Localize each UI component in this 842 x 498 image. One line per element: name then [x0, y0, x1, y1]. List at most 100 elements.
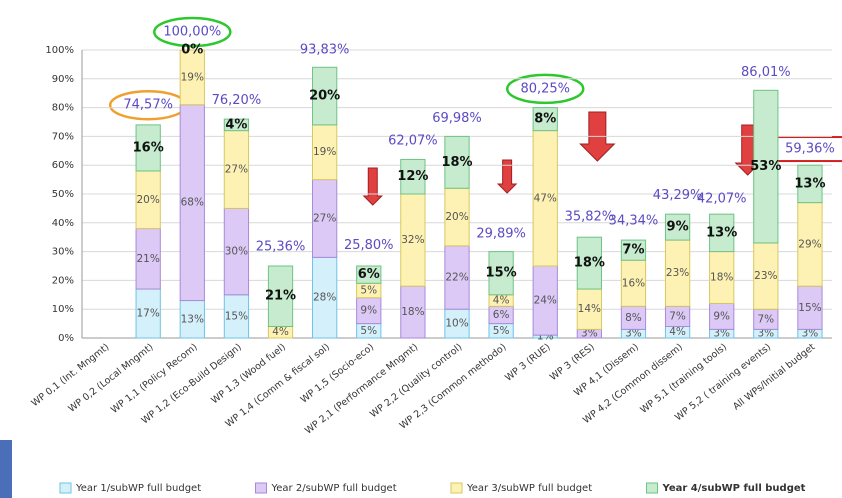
segment-label: 20% — [445, 211, 468, 223]
legend-label: Year 1/subWP full budget — [75, 483, 201, 494]
segment-label: 7% — [622, 243, 644, 258]
segment-label: 13% — [794, 176, 825, 191]
segment-label: 6% — [358, 267, 380, 282]
bar-segment — [709, 302, 735, 330]
total-label: 35,82% — [565, 209, 615, 224]
legend-swatch — [59, 482, 72, 494]
bar-segment — [532, 107, 558, 132]
total-label: 25,36% — [256, 239, 306, 254]
bar-segment — [664, 239, 691, 307]
segment-label: 20% — [137, 194, 160, 206]
bar-segment — [312, 66, 338, 126]
down-arrow — [362, 167, 383, 206]
segment-label: 30% — [225, 246, 248, 258]
segment-label: 20% — [309, 89, 340, 104]
highlight-ring — [505, 73, 585, 105]
bar-segment — [179, 49, 205, 106]
bar-segment — [135, 288, 161, 339]
y-tick-label: 70% — [52, 131, 74, 142]
down-arrow — [496, 159, 518, 194]
y-tick-label: 10% — [52, 304, 74, 315]
segment-label: 21% — [137, 253, 160, 265]
segment-label: 32% — [401, 234, 424, 246]
total-label: 34,34% — [609, 214, 659, 229]
y-tick-label: 80% — [52, 103, 74, 114]
segment-label: 29% — [798, 238, 821, 250]
segment-label: 5% — [360, 325, 377, 337]
segment-label: 15% — [486, 266, 517, 281]
segment-label: 3% — [713, 328, 730, 340]
segment-label: 17% — [137, 308, 160, 320]
segment-label: 23% — [666, 267, 689, 279]
segment-label: 47% — [534, 192, 557, 204]
segment-label: 23% — [754, 270, 777, 282]
bar-segment — [400, 158, 426, 195]
segment-label: 13% — [706, 225, 737, 240]
bar-segment — [444, 135, 470, 189]
segment-label: 4% — [493, 295, 510, 307]
y-tick-label: 90% — [52, 74, 74, 85]
bar-segment — [576, 236, 602, 290]
bar-segment — [797, 285, 823, 330]
legend-label: Year 2/subWP full budget — [271, 483, 397, 494]
bar-segment — [488, 251, 514, 296]
segment-label: 15% — [798, 302, 821, 314]
y-tick-label: 50% — [52, 189, 74, 200]
bar-segment — [312, 179, 338, 258]
bar-segment — [664, 213, 691, 241]
segment-label: 22% — [445, 272, 468, 284]
y-tick-label: 40% — [52, 218, 74, 229]
bar-segment — [179, 300, 205, 339]
segment-label: 24% — [534, 295, 557, 307]
total-label: 76,20% — [212, 93, 262, 108]
segment-label: 19% — [313, 146, 336, 158]
bar-segment — [356, 265, 382, 284]
bar-segment — [709, 213, 735, 253]
segment-label: 3% — [625, 328, 642, 340]
total-label: 29,89% — [476, 226, 526, 241]
total-label: 62,07% — [388, 134, 438, 149]
segment-label: 5% — [360, 284, 377, 296]
segment-label: 18% — [441, 155, 472, 170]
segment-label: 3% — [802, 328, 819, 340]
legend-label: Year 4/subWP full budget — [662, 483, 806, 494]
segment-label: 16% — [133, 140, 164, 155]
segment-label: 9% — [667, 220, 689, 235]
bar-segment — [576, 288, 602, 330]
total-label: 80,25% — [520, 81, 570, 96]
segment-label: 27% — [313, 212, 336, 224]
y-tick-label: 100% — [45, 45, 74, 56]
segment-label: 27% — [225, 164, 248, 176]
total-label: 43,29% — [653, 188, 703, 203]
bar-segment — [135, 228, 161, 290]
bar-segment — [135, 124, 161, 172]
bar-segment — [312, 124, 338, 181]
y-tick-label: 0% — [58, 333, 74, 344]
bar-segment — [223, 130, 250, 209]
total-label: 42,07% — [697, 191, 747, 206]
total-label: 86,01% — [741, 65, 791, 80]
legend-swatch — [255, 482, 267, 494]
segment-label: 5% — [493, 325, 510, 337]
legend-swatch — [450, 482, 463, 494]
bar-segment — [223, 207, 250, 296]
segment-label: 4% — [272, 326, 289, 338]
highlight-ring — [153, 16, 232, 48]
bar-segment — [179, 104, 205, 302]
legend-swatch — [646, 482, 658, 494]
segment-label: 8% — [534, 112, 556, 127]
bar-segment — [267, 265, 294, 327]
bar-segment — [797, 164, 823, 204]
segment-label: 7% — [757, 313, 774, 325]
y-tick-label: 60% — [52, 160, 74, 171]
segment-label: 68% — [181, 197, 204, 209]
segment-label: 16% — [622, 277, 645, 289]
segment-label: 8% — [625, 312, 642, 324]
segment-label: 7% — [669, 310, 686, 322]
segment-label: 18% — [710, 272, 733, 284]
total-label: 100,00% — [163, 25, 221, 40]
total-label: 69,98% — [432, 111, 482, 126]
segment-label: 13% — [181, 313, 204, 325]
bar-segment — [753, 89, 779, 244]
